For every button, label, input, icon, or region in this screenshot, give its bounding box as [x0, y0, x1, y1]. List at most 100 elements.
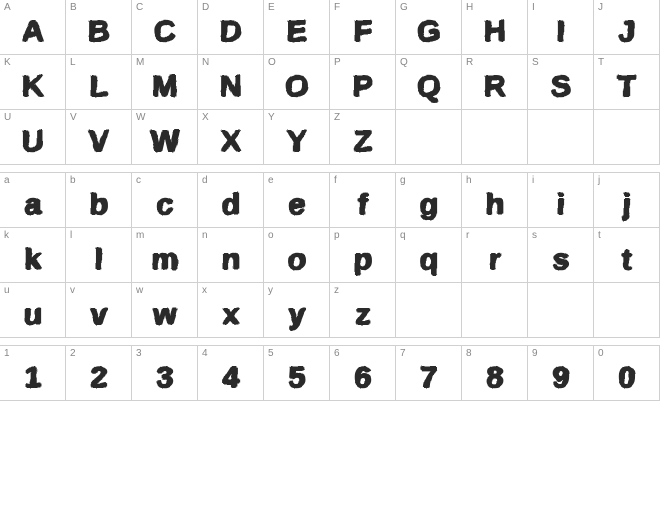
glyph-cell-L[interactable]: LL — [65, 54, 132, 110]
cell-glyph: S — [551, 70, 570, 104]
cell-label: Y — [268, 112, 275, 123]
glyph-cell-F[interactable]: FF — [329, 0, 396, 55]
cell-label: f — [334, 175, 337, 186]
cell-glyph: H — [484, 15, 505, 49]
glyph-cell-empty — [593, 109, 660, 165]
cell-label: R — [466, 57, 473, 68]
cell-glyph: B — [88, 15, 109, 49]
glyph-cell-Z[interactable]: ZZ — [329, 109, 396, 165]
cell-label: g — [400, 175, 406, 186]
cell-glyph: G — [417, 15, 439, 49]
glyph-cell-empty — [461, 109, 528, 165]
cell-label: x — [202, 285, 207, 296]
cell-glyph: o — [288, 243, 305, 277]
glyph-cell-Y[interactable]: YY — [263, 109, 330, 165]
glyph-cell-J[interactable]: JJ — [593, 0, 660, 55]
cell-label: t — [598, 230, 601, 241]
glyph-cell-G[interactable]: GG — [395, 0, 462, 55]
glyph-cell-a[interactable]: aa — [0, 172, 66, 228]
glyph-cell-K[interactable]: KK — [0, 54, 66, 110]
glyph-cell-S[interactable]: SS — [527, 54, 594, 110]
cell-glyph: d — [222, 188, 239, 222]
cell-glyph: b — [90, 188, 107, 222]
glyph-cell-V[interactable]: VV — [65, 109, 132, 165]
cell-glyph: j — [623, 188, 630, 222]
cell-glyph: 7 — [421, 361, 437, 395]
glyph-cell-0[interactable]: 00 — [593, 345, 660, 401]
cell-label: 5 — [268, 348, 274, 359]
glyph-cell-d[interactable]: dd — [197, 172, 264, 228]
cell-glyph: y — [289, 298, 305, 332]
cell-glyph: e — [289, 188, 305, 222]
glyph-cell-5[interactable]: 55 — [263, 345, 330, 401]
chart-row: 11223344556677889900 — [0, 346, 670, 401]
glyph-cell-s[interactable]: ss — [527, 227, 594, 283]
cell-glyph: v — [91, 298, 107, 332]
glyph-cell-M[interactable]: MM — [131, 54, 198, 110]
glyph-cell-y[interactable]: yy — [263, 282, 330, 338]
cell-glyph: N — [220, 70, 241, 104]
glyph-cell-R[interactable]: RR — [461, 54, 528, 110]
glyph-cell-i[interactable]: ii — [527, 172, 594, 228]
glyph-cell-A[interactable]: AA — [0, 0, 66, 55]
glyph-cell-n[interactable]: nn — [197, 227, 264, 283]
glyph-cell-6[interactable]: 66 — [329, 345, 396, 401]
cell-label: w — [136, 285, 143, 296]
glyph-cell-E[interactable]: EE — [263, 0, 330, 55]
chart-row: AABBCCDDEEFFGGHHIIJJ — [0, 0, 670, 55]
cell-label: Q — [400, 57, 408, 68]
cell-label: c — [136, 175, 141, 186]
glyph-cell-c[interactable]: cc — [131, 172, 198, 228]
glyph-cell-p[interactable]: pp — [329, 227, 396, 283]
glyph-cell-9[interactable]: 99 — [527, 345, 594, 401]
cell-label: n — [202, 230, 208, 241]
glyph-cell-l[interactable]: ll — [65, 227, 132, 283]
glyph-cell-P[interactable]: PP — [329, 54, 396, 110]
glyph-cell-7[interactable]: 77 — [395, 345, 462, 401]
cell-label: W — [136, 112, 145, 123]
glyph-cell-I[interactable]: II — [527, 0, 594, 55]
glyph-cell-2[interactable]: 22 — [65, 345, 132, 401]
cell-label: U — [4, 112, 11, 123]
glyph-cell-v[interactable]: vv — [65, 282, 132, 338]
glyph-cell-C[interactable]: CC — [131, 0, 198, 55]
glyph-cell-H[interactable]: HH — [461, 0, 528, 55]
glyph-cell-N[interactable]: NN — [197, 54, 264, 110]
glyph-cell-4[interactable]: 44 — [197, 345, 264, 401]
glyph-cell-j[interactable]: jj — [593, 172, 660, 228]
glyph-cell-O[interactable]: OO — [263, 54, 330, 110]
glyph-cell-o[interactable]: oo — [263, 227, 330, 283]
glyph-cell-b[interactable]: bb — [65, 172, 132, 228]
glyph-cell-1[interactable]: 11 — [0, 345, 66, 401]
glyph-cell-u[interactable]: uu — [0, 282, 66, 338]
glyph-cell-D[interactable]: DD — [197, 0, 264, 55]
cell-label: L — [70, 57, 76, 68]
glyph-cell-8[interactable]: 88 — [461, 345, 528, 401]
cell-glyph: T — [618, 70, 635, 104]
glyph-cell-T[interactable]: TT — [593, 54, 660, 110]
glyph-cell-r[interactable]: rr — [461, 227, 528, 283]
glyph-cell-g[interactable]: gg — [395, 172, 462, 228]
cell-glyph: s — [553, 243, 569, 277]
cell-label: C — [136, 2, 143, 13]
cell-glyph: i — [557, 188, 564, 222]
glyph-cell-f[interactable]: ff — [329, 172, 396, 228]
cell-label: v — [70, 285, 75, 296]
glyph-cell-Q[interactable]: QQ — [395, 54, 462, 110]
glyph-cell-t[interactable]: tt — [593, 227, 660, 283]
glyph-cell-m[interactable]: mm — [131, 227, 198, 283]
glyph-cell-B[interactable]: BB — [65, 0, 132, 55]
glyph-cell-h[interactable]: hh — [461, 172, 528, 228]
glyph-cell-x[interactable]: xx — [197, 282, 264, 338]
glyph-cell-w[interactable]: ww — [131, 282, 198, 338]
glyph-cell-3[interactable]: 33 — [131, 345, 198, 401]
glyph-cell-X[interactable]: XX — [197, 109, 264, 165]
glyph-cell-q[interactable]: qq — [395, 227, 462, 283]
cell-label: J — [598, 2, 603, 13]
glyph-cell-e[interactable]: ee — [263, 172, 330, 228]
glyph-cell-W[interactable]: WW — [131, 109, 198, 165]
glyph-cell-k[interactable]: kk — [0, 227, 66, 283]
cell-glyph: c — [157, 188, 173, 222]
glyph-cell-z[interactable]: zz — [329, 282, 396, 338]
glyph-cell-U[interactable]: UU — [0, 109, 66, 165]
